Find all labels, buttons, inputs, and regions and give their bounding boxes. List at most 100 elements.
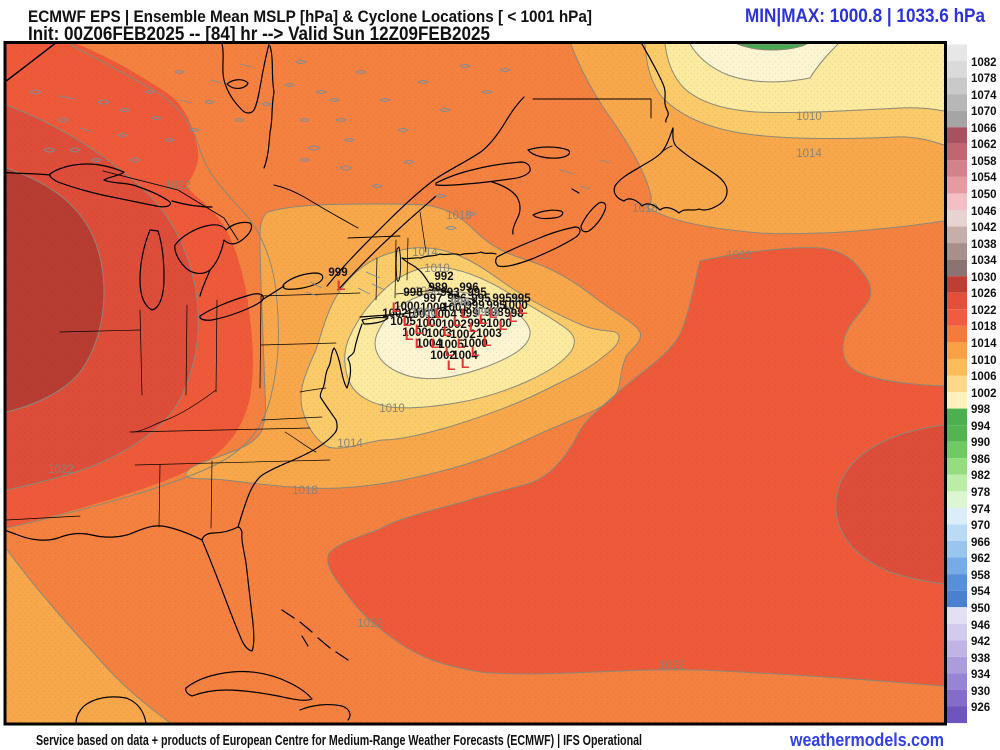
svg-text:995: 995 bbox=[486, 300, 506, 312]
svg-text:986: 986 bbox=[971, 454, 990, 466]
svg-text:1026: 1026 bbox=[971, 288, 997, 300]
svg-text:1058: 1058 bbox=[971, 156, 997, 168]
svg-text:1038: 1038 bbox=[971, 239, 997, 251]
svg-text:1006: 1006 bbox=[971, 371, 997, 383]
svg-text:926: 926 bbox=[971, 702, 990, 714]
svg-text:1034: 1034 bbox=[971, 255, 997, 267]
svg-text:1004: 1004 bbox=[452, 350, 478, 362]
svg-text:1000: 1000 bbox=[394, 301, 420, 313]
svg-text:1050: 1050 bbox=[971, 189, 997, 201]
svg-text:1005: 1005 bbox=[438, 339, 464, 351]
svg-text:9995: 9995 bbox=[474, 307, 500, 319]
svg-text:L: L bbox=[443, 323, 452, 339]
svg-text:993: 993 bbox=[440, 287, 459, 299]
svg-text:954: 954 bbox=[971, 586, 991, 598]
svg-text:1074: 1074 bbox=[971, 90, 997, 102]
svg-text:1022: 1022 bbox=[971, 305, 997, 317]
svg-text:1018: 1018 bbox=[971, 321, 997, 333]
svg-text:1070: 1070 bbox=[971, 106, 997, 118]
svg-text:1022: 1022 bbox=[357, 618, 383, 630]
svg-text:1054: 1054 bbox=[971, 172, 997, 184]
svg-text:1003: 1003 bbox=[426, 328, 452, 340]
svg-text:Init: 00Z06FEB2025 -- [84] hr: Init: 00Z06FEB2025 -- [84] hr --> Valid … bbox=[28, 24, 490, 45]
svg-text:998: 998 bbox=[504, 308, 524, 320]
svg-text:L: L bbox=[392, 299, 401, 315]
svg-text:1002: 1002 bbox=[382, 308, 408, 320]
svg-text:1000: 1000 bbox=[411, 307, 437, 319]
svg-text:1001: 1001 bbox=[406, 309, 432, 321]
svg-text:962: 962 bbox=[971, 553, 990, 565]
svg-text:1010: 1010 bbox=[424, 263, 450, 275]
svg-text:L: L bbox=[471, 343, 480, 359]
svg-text:994: 994 bbox=[971, 421, 991, 433]
svg-text:1022: 1022 bbox=[726, 250, 752, 262]
svg-text:L: L bbox=[519, 301, 528, 317]
svg-text:1000: 1000 bbox=[420, 302, 446, 314]
svg-text:998: 998 bbox=[403, 287, 423, 299]
svg-text:1001: 1001 bbox=[442, 302, 468, 314]
svg-text:1002: 1002 bbox=[971, 388, 997, 400]
svg-text:995: 995 bbox=[467, 287, 487, 299]
svg-text:1002: 1002 bbox=[430, 350, 456, 362]
svg-text:1082: 1082 bbox=[971, 57, 997, 69]
svg-text:L: L bbox=[415, 335, 424, 351]
svg-text:1004: 1004 bbox=[416, 338, 442, 350]
svg-text:999: 999 bbox=[459, 308, 478, 320]
svg-text:998: 998 bbox=[484, 307, 504, 319]
svg-text:974: 974 bbox=[971, 504, 991, 516]
svg-text:L: L bbox=[457, 335, 466, 351]
svg-text:L: L bbox=[403, 313, 412, 329]
svg-text:L: L bbox=[453, 313, 462, 329]
svg-text:L: L bbox=[499, 317, 508, 333]
svg-text:1066: 1066 bbox=[971, 123, 997, 135]
svg-text:998: 998 bbox=[971, 404, 991, 416]
svg-text:L: L bbox=[447, 357, 456, 373]
svg-text:997: 997 bbox=[423, 293, 442, 305]
svg-text:999: 999 bbox=[467, 318, 486, 330]
svg-text:MIN|MAX: 1000.8 | 1033.6 hPa: MIN|MAX: 1000.8 | 1033.6 hPa bbox=[745, 6, 985, 27]
svg-text:995: 995 bbox=[492, 293, 512, 305]
svg-text:1078: 1078 bbox=[971, 73, 997, 85]
svg-text:1010: 1010 bbox=[379, 403, 405, 415]
svg-text:L: L bbox=[479, 311, 488, 327]
svg-text:L: L bbox=[427, 313, 436, 329]
svg-text:958: 958 bbox=[971, 570, 991, 582]
svg-text:950: 950 bbox=[971, 603, 990, 615]
svg-text:999: 999 bbox=[465, 300, 484, 312]
svg-text:1022: 1022 bbox=[659, 660, 685, 672]
svg-text:999: 999 bbox=[328, 267, 347, 279]
svg-text:996: 996 bbox=[459, 282, 478, 294]
svg-text:989: 989 bbox=[428, 282, 447, 294]
svg-text:990: 990 bbox=[971, 437, 990, 449]
svg-text:996: 996 bbox=[447, 293, 466, 305]
svg-text:L: L bbox=[431, 335, 440, 351]
svg-text:995: 995 bbox=[511, 293, 531, 305]
svg-text:L: L bbox=[469, 319, 478, 335]
svg-text:L: L bbox=[435, 305, 444, 321]
svg-text:1022: 1022 bbox=[165, 180, 191, 192]
svg-text:1018: 1018 bbox=[292, 485, 318, 497]
svg-text:L: L bbox=[461, 355, 470, 371]
svg-text:942: 942 bbox=[971, 636, 990, 648]
svg-text:L: L bbox=[405, 327, 414, 343]
svg-text:946: 946 bbox=[971, 620, 990, 632]
svg-text:966: 966 bbox=[971, 537, 990, 549]
svg-text:995: 995 bbox=[471, 293, 491, 305]
svg-text:1046: 1046 bbox=[971, 206, 997, 218]
svg-text:930: 930 bbox=[971, 686, 990, 698]
svg-text:1005: 1005 bbox=[390, 316, 416, 328]
svg-text:1018: 1018 bbox=[632, 203, 658, 215]
svg-text:934: 934 bbox=[971, 669, 991, 681]
svg-text:L: L bbox=[509, 309, 518, 325]
svg-text:1004: 1004 bbox=[431, 309, 457, 321]
svg-text:L: L bbox=[337, 277, 346, 293]
svg-text:1003: 1003 bbox=[476, 328, 502, 340]
svg-text:1000: 1000 bbox=[416, 318, 442, 330]
svg-text:1000: 1000 bbox=[502, 300, 528, 312]
svg-text:1030: 1030 bbox=[971, 272, 997, 284]
svg-text:978: 978 bbox=[971, 487, 991, 499]
svg-text:1018: 1018 bbox=[446, 210, 472, 222]
svg-text:1002: 1002 bbox=[450, 329, 476, 341]
svg-text:938: 938 bbox=[971, 653, 991, 665]
svg-text:970: 970 bbox=[971, 520, 990, 532]
